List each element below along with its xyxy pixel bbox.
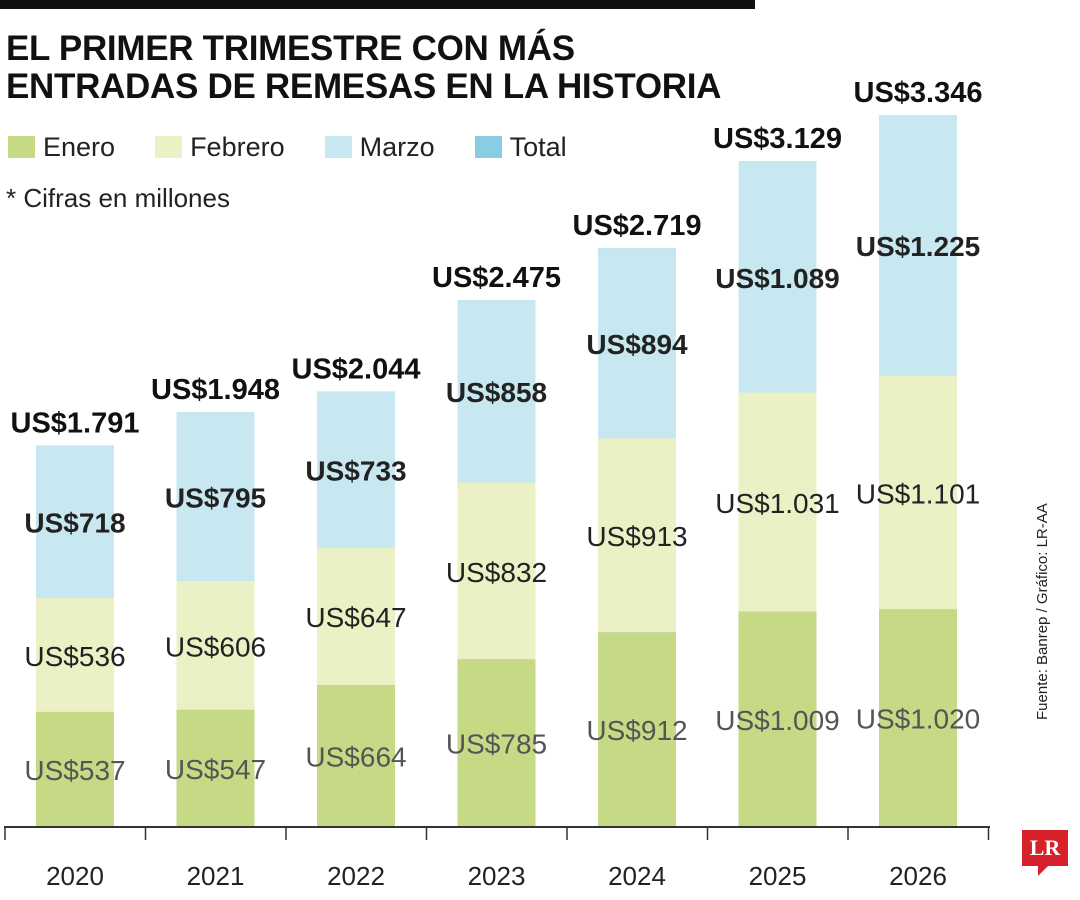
units-note: * Cifras en millones [6, 183, 230, 213]
data-label-enero-2021: US$547 [165, 754, 266, 785]
data-label-enero-2022: US$664 [305, 741, 406, 772]
data-label-febrero-2021: US$606 [165, 631, 266, 662]
legend-swatch-total [474, 136, 502, 158]
logo-text: LR [1029, 835, 1061, 860]
bar-enero-2026 [879, 609, 957, 826]
bar-febrero-2026 [879, 375, 957, 610]
data-label-marzo-2025: US$1.089 [715, 263, 840, 294]
stacked-bar-chart: US$537 US$536 US$718 US$1.791 2020 US$547 US$6… [4, 77, 990, 891]
data-label-total-2021: US$1.948 [151, 374, 280, 406]
bar-enero-2023 [457, 659, 536, 826]
x-tick-label-2026: 2026 [889, 861, 947, 891]
bar-febrero-2021 [176, 580, 255, 710]
bar-febrero-2020 [36, 597, 114, 712]
legend-item-enero: Enero [8, 132, 115, 163]
data-label-total-2024: US$2.719 [573, 210, 702, 242]
legend-swatch-enero [8, 136, 35, 158]
data-label-febrero-2020: US$536 [24, 641, 125, 672]
legend-swatch-febrero [155, 136, 183, 158]
bar-enero-2025 [738, 611, 817, 826]
data-label-marzo-2021: US$795 [165, 483, 266, 514]
legend-item-total: Total [474, 131, 567, 163]
x-tick-label-2021: 2021 [187, 861, 245, 891]
legend-swatch-marzo [324, 136, 352, 158]
data-label-enero-2020: US$537 [24, 755, 125, 786]
data-label-marzo-2024: US$894 [586, 329, 688, 360]
lr-logo: LR [1022, 830, 1068, 876]
x-tick-label-2023: 2023 [468, 861, 526, 891]
data-label-total-2022: US$2.044 [292, 354, 421, 386]
legend-label-enero: Enero [43, 131, 116, 162]
x-tick-label-2024: 2024 [608, 861, 666, 891]
bar-febrero-2023 [457, 482, 536, 660]
data-label-febrero-2024: US$913 [586, 521, 687, 552]
data-label-marzo-2023: US$858 [446, 377, 547, 408]
data-label-febrero-2022: US$647 [305, 602, 406, 633]
source-credit: Fuente: Banrep / Gráfico: LR-AA [1034, 503, 1051, 720]
data-label-enero-2025: US$1.009 [715, 705, 840, 736]
top-rule [0, 0, 755, 9]
legend: Enero Febrero Marzo Total [8, 130, 607, 164]
x-tick-label-2020: 2020 [46, 861, 104, 891]
x-tick-label-2025: 2025 [749, 861, 807, 891]
data-label-enero-2024: US$912 [586, 715, 687, 746]
bar-febrero-2022 [317, 547, 395, 685]
data-label-enero-2023: US$785 [446, 729, 547, 760]
data-label-total-2025: US$3.129 [713, 123, 842, 155]
data-label-febrero-2023: US$832 [446, 557, 547, 588]
bar-enero-2022 [317, 684, 395, 826]
bar-marzo-2022 [317, 391, 395, 548]
bar-marzo-2024 [598, 248, 676, 439]
bar-febrero-2024 [598, 438, 676, 633]
bar-marzo-2020 [36, 445, 114, 598]
data-label-febrero-2026: US$1.101 [856, 478, 981, 509]
data-label-febrero-2025: US$1.031 [715, 488, 840, 519]
bar-marzo-2023 [457, 300, 536, 483]
data-label-enero-2026: US$1.020 [856, 704, 981, 735]
data-label-marzo-2020: US$718 [24, 508, 125, 539]
bar-enero-2021 [176, 709, 255, 826]
bar-marzo-2025 [738, 161, 817, 393]
bar-marzo-2026 [879, 115, 957, 376]
data-label-total-2026: US$3.346 [854, 77, 983, 109]
bar-enero-2024 [598, 632, 676, 826]
legend-label-febrero: Febrero [190, 131, 285, 162]
bar-enero-2020 [36, 711, 114, 826]
data-label-marzo-2026: US$1.225 [856, 231, 981, 262]
chart-title: EL PRIMER TRIMESTRE CON MÁS ENTRADAS DE … [6, 29, 722, 106]
x-tick-label-2022: 2022 [327, 861, 385, 891]
legend-label-total: Total [509, 131, 567, 162]
bar-febrero-2025 [738, 392, 817, 612]
bar-marzo-2021 [176, 412, 255, 581]
legend-item-marzo: Marzo [324, 131, 435, 163]
data-label-total-2020: US$1.791 [11, 407, 140, 439]
logo-badge-icon [1022, 830, 1068, 876]
legend-item-febrero: Febrero [155, 132, 285, 163]
data-label-total-2023: US$2.475 [432, 262, 561, 294]
legend-label-marzo: Marzo [359, 131, 435, 162]
data-label-marzo-2022: US$733 [305, 456, 406, 487]
